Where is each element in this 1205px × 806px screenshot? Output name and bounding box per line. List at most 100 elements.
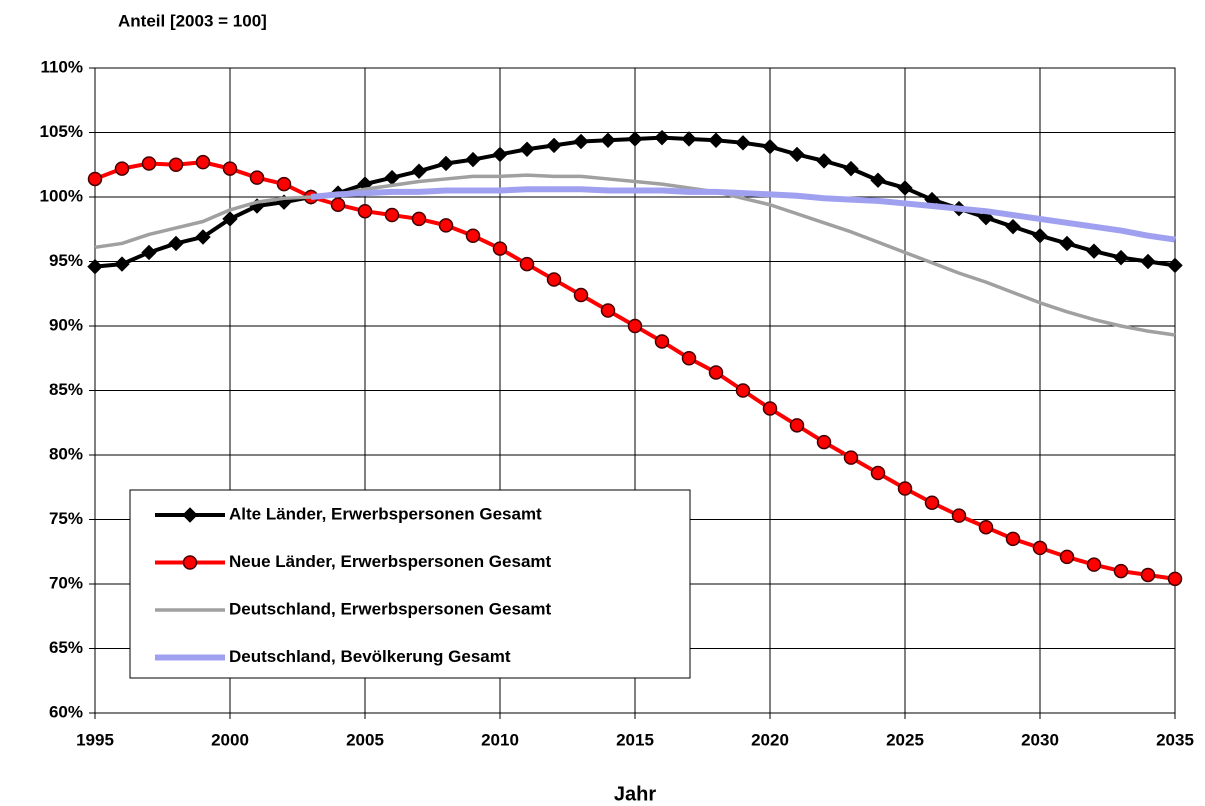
marker — [789, 146, 805, 163]
x-tick-label: 2020 — [751, 730, 789, 749]
marker — [141, 156, 157, 171]
chart-title: Anteil [2003 = 100] — [118, 11, 267, 30]
y-tick-label: 65% — [49, 638, 83, 657]
marker — [492, 241, 508, 256]
marker — [1032, 540, 1048, 556]
y-tick-label: 85% — [49, 380, 83, 399]
marker — [195, 229, 211, 245]
marker — [411, 163, 427, 179]
legend-label: Deutschland, Erwerbspersonen Gesamt — [229, 599, 551, 618]
marker — [735, 383, 751, 398]
marker — [546, 272, 562, 287]
y-tick-label: 75% — [49, 509, 83, 528]
legend: Alte Länder, Erwerbspersonen Gesamt Neue … — [129, 489, 691, 679]
x-tick-label: 2030 — [1021, 730, 1059, 749]
marker — [546, 137, 562, 154]
plot-border — [94, 67, 1176, 714]
y-tick-label: 70% — [49, 573, 83, 592]
marker — [1005, 531, 1021, 547]
x-axis-label: Jahr — [614, 783, 656, 805]
marker — [816, 434, 832, 450]
marker — [1140, 567, 1156, 583]
marker — [330, 197, 346, 212]
marker — [627, 318, 643, 334]
marker — [897, 481, 913, 496]
marker — [141, 244, 157, 261]
marker — [1140, 253, 1156, 270]
marker — [168, 157, 184, 172]
marker — [168, 235, 184, 252]
legend-label: Alte Länder, Erwerbspersonen Gesamt — [229, 504, 542, 523]
marker — [438, 218, 454, 233]
marker — [708, 132, 724, 148]
marker — [600, 132, 616, 148]
marker — [1167, 571, 1183, 587]
marker — [195, 154, 211, 170]
marker — [573, 287, 589, 303]
marker — [519, 141, 535, 157]
marker — [627, 131, 643, 147]
marker — [735, 135, 751, 151]
marker — [681, 131, 697, 147]
x-tick-label: 2000 — [211, 730, 249, 749]
y-tick-label: 80% — [49, 444, 83, 463]
marker — [1086, 243, 1102, 259]
marker — [1113, 563, 1129, 579]
marker — [951, 508, 967, 523]
marker — [924, 495, 940, 510]
marker — [1032, 227, 1048, 244]
marker — [870, 465, 886, 481]
marker — [870, 172, 886, 188]
legend-marker — [182, 555, 198, 570]
x-tick-label: 2010 — [481, 730, 519, 749]
marker — [114, 256, 130, 272]
marker — [357, 203, 373, 219]
legend-marker — [182, 507, 198, 523]
marker — [87, 258, 103, 275]
series-line — [94, 173, 1176, 337]
marker — [222, 211, 238, 227]
marker — [411, 211, 427, 227]
marker — [492, 146, 508, 163]
legend-label: Deutschland, Bevölkerung Gesamt — [229, 647, 511, 666]
marker — [708, 365, 724, 380]
x-tick-label: 2035 — [1156, 730, 1194, 749]
marker — [978, 519, 994, 535]
marker — [114, 161, 130, 176]
marker — [843, 160, 859, 177]
marker — [1167, 257, 1183, 274]
x-tick-label: 2005 — [346, 730, 384, 749]
marker — [1059, 549, 1075, 565]
series-line — [310, 186, 1176, 243]
marker — [276, 176, 292, 192]
marker — [249, 170, 265, 185]
marker — [87, 171, 103, 187]
x-tick-label: 2025 — [886, 730, 924, 749]
y-tick-label: 105% — [40, 122, 83, 141]
y-tick-label: 110% — [40, 57, 83, 76]
legend-label: Neue Länder, Erwerbspersonen Gesamt — [229, 552, 552, 571]
y-tick-label: 100% — [40, 186, 83, 205]
y-tick-label: 90% — [49, 315, 83, 334]
marker — [384, 207, 400, 223]
marker — [816, 153, 832, 169]
marker — [762, 401, 778, 416]
marker — [1113, 249, 1129, 266]
y-tick-label: 60% — [49, 702, 83, 721]
x-tick-label: 2015 — [616, 730, 654, 749]
marker — [897, 180, 913, 196]
marker — [573, 133, 589, 150]
y-tick-label: 95% — [49, 251, 83, 270]
marker — [681, 351, 697, 366]
marker — [654, 334, 670, 349]
x-tick-label: 1995 — [76, 730, 114, 749]
marker — [1059, 235, 1075, 252]
legend-box — [129, 489, 691, 679]
marker — [465, 228, 481, 243]
marker — [438, 155, 454, 172]
marker — [1005, 218, 1021, 235]
marker — [222, 161, 238, 176]
marker — [762, 138, 778, 155]
marker — [519, 256, 535, 272]
